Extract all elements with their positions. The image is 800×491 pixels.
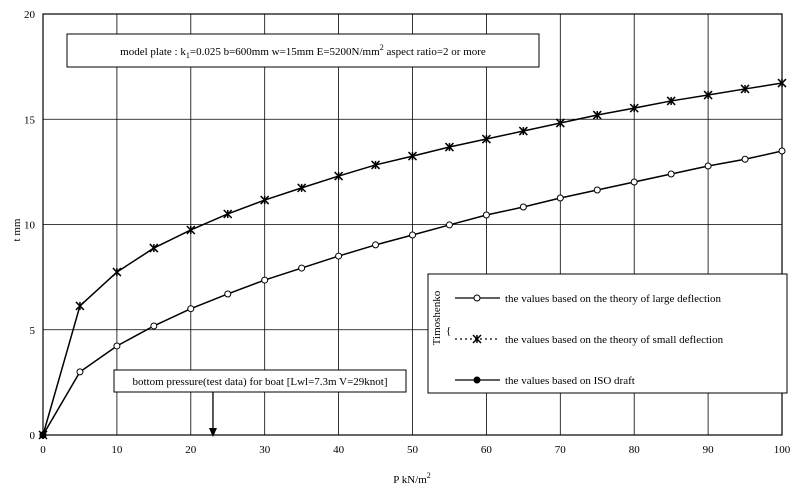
marker [445,221,453,229]
marker [666,96,676,106]
marker [409,231,416,239]
marker [473,294,481,302]
x-tick-label: 50 [407,444,419,456]
marker [335,252,343,260]
annotation-box [113,369,407,393]
x-tick-label: 30 [259,444,271,456]
marker [444,142,454,152]
x-tick-label: 70 [555,444,567,456]
y-axis-label: t mm [11,218,23,241]
marker [112,267,122,277]
marker [334,171,344,181]
marker [150,322,158,330]
annotation-part: 1 [186,51,190,60]
x-tick-label: 90 [703,444,715,456]
marker [518,126,528,136]
annotation-part: =0.025 b=600mm w=15mm E=5200N/mm [190,46,380,58]
marker [629,103,639,113]
marker [556,194,564,202]
x-tick-label: 0 [40,444,46,456]
x-label-sup: 2 [427,471,431,480]
marker [482,211,490,219]
marker [407,151,418,161]
annotation-arrowhead [208,428,217,437]
x-tick-label: 100 [774,444,791,456]
marker [519,203,527,211]
y-tick-label: 0 [30,430,36,442]
y-tick-label: 10 [24,220,36,232]
marker [741,155,749,163]
marker [555,118,565,128]
annotation-part: aspect ratio=2 or more [384,46,486,58]
legend-label: the values based on the theory of small … [505,334,724,346]
annotation-part: 2 [380,43,384,52]
marker [260,195,270,205]
marker [149,243,159,253]
marker [75,301,85,311]
marker [224,290,232,298]
x-axis-label: P kN/m2 [393,471,431,486]
legend-group-label: Timoshenko [431,290,443,345]
marker [223,209,233,219]
marker [481,134,491,144]
marker [592,110,602,120]
marker [703,90,713,100]
plot-frame [42,13,783,436]
annotation-part: model plate : k [120,46,186,58]
y-tick-label: 15 [24,114,36,126]
marker [472,334,482,344]
legend-label: the values based on the theory of large … [505,293,722,305]
marker [740,84,750,94]
marker [261,276,269,284]
y-tick-label: 5 [30,325,36,337]
marker [113,342,121,350]
legend-bracket: { [446,325,451,337]
marker [186,225,196,235]
marker [630,178,638,186]
marker [704,162,712,170]
marker [297,183,307,193]
x-label-main: P kN/m [393,474,427,486]
marker [667,170,675,178]
x-tick-label: 20 [185,444,197,456]
annotation-text: bottom pressure(test data) for boat [Lwl… [132,376,387,388]
marker [76,368,84,376]
x-tick-label: 80 [629,444,641,456]
x-tick-label: 40 [333,444,345,456]
x-tick-label: 10 [111,444,123,456]
x-tick-label: 60 [481,444,493,456]
legend-label: the values based on ISO draft [505,375,635,387]
legend-box [427,273,788,394]
marker [39,431,47,439]
marker [778,147,786,155]
y-tick-label: 20 [24,9,36,21]
marker [298,264,306,272]
marker [372,241,380,249]
marker [371,160,381,170]
marker [473,376,481,384]
annotation-box [66,33,540,68]
annotation-text: model plate : k1=0.025 b=600mm w=15mm E=… [120,43,486,60]
marker [593,186,601,194]
marker [187,305,195,313]
marker [777,78,787,88]
